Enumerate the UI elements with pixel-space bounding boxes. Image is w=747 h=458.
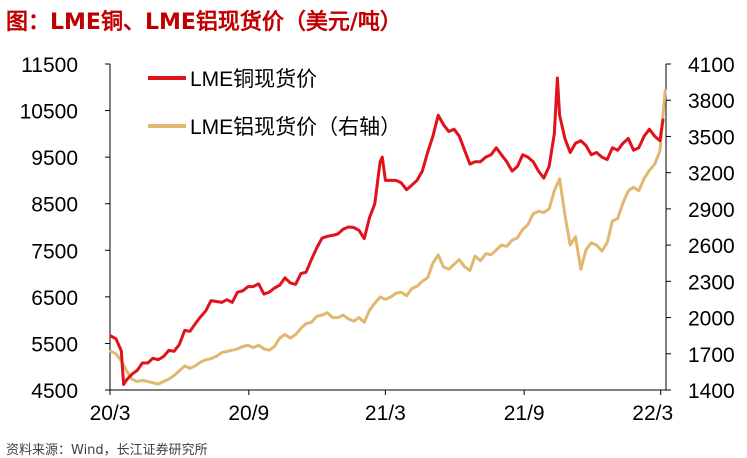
y-right-tick-label: 2600: [688, 235, 735, 258]
y-left-tick-label: 10500: [20, 101, 78, 124]
y-right-tick-label: 3500: [688, 126, 735, 149]
y-right-tick-label: 2000: [688, 308, 735, 331]
x-tick-label: 20/9: [228, 402, 269, 425]
y-right-tick-label: 2900: [688, 199, 735, 222]
x-tick-label: 21/3: [365, 402, 406, 425]
y-left-tick-label: 8500: [31, 194, 78, 217]
legend-label-aluminum: LME铝现货价（右轴）: [190, 116, 401, 139]
x-tick-label: 22/3: [632, 402, 673, 425]
chart-title: 图：LME铜、LME铝现货价（美元/吨）: [6, 10, 402, 35]
y-left-tick-label: 6500: [31, 287, 78, 310]
y-left-tick-label: 4500: [31, 380, 78, 403]
y-right-tick-label: 3800: [688, 90, 735, 113]
y-right-tick-label: 2300: [688, 271, 735, 294]
y-right-tick-label: 1700: [688, 344, 735, 367]
y-left-tick-label: 11500: [21, 54, 78, 77]
y-right-tick-label: 4100: [688, 54, 735, 77]
legend-label-copper: LME铜现货价: [190, 68, 317, 91]
x-tick-label: 20/3: [90, 402, 131, 425]
y-right-tick-label: 3200: [688, 163, 735, 186]
series-line-aluminum: [109, 89, 667, 386]
source-note: 资料来源：Wind，长江证券研究所: [6, 443, 208, 458]
y-left-tick-label: 9500: [31, 147, 78, 170]
x-tick-label: 21/9: [504, 402, 545, 425]
y-left-tick-label: 5500: [31, 333, 78, 356]
y-right-tick-label: 1400: [688, 380, 735, 403]
series-line-copper: [109, 76, 665, 386]
y-left-tick-label: 7500: [31, 240, 78, 263]
